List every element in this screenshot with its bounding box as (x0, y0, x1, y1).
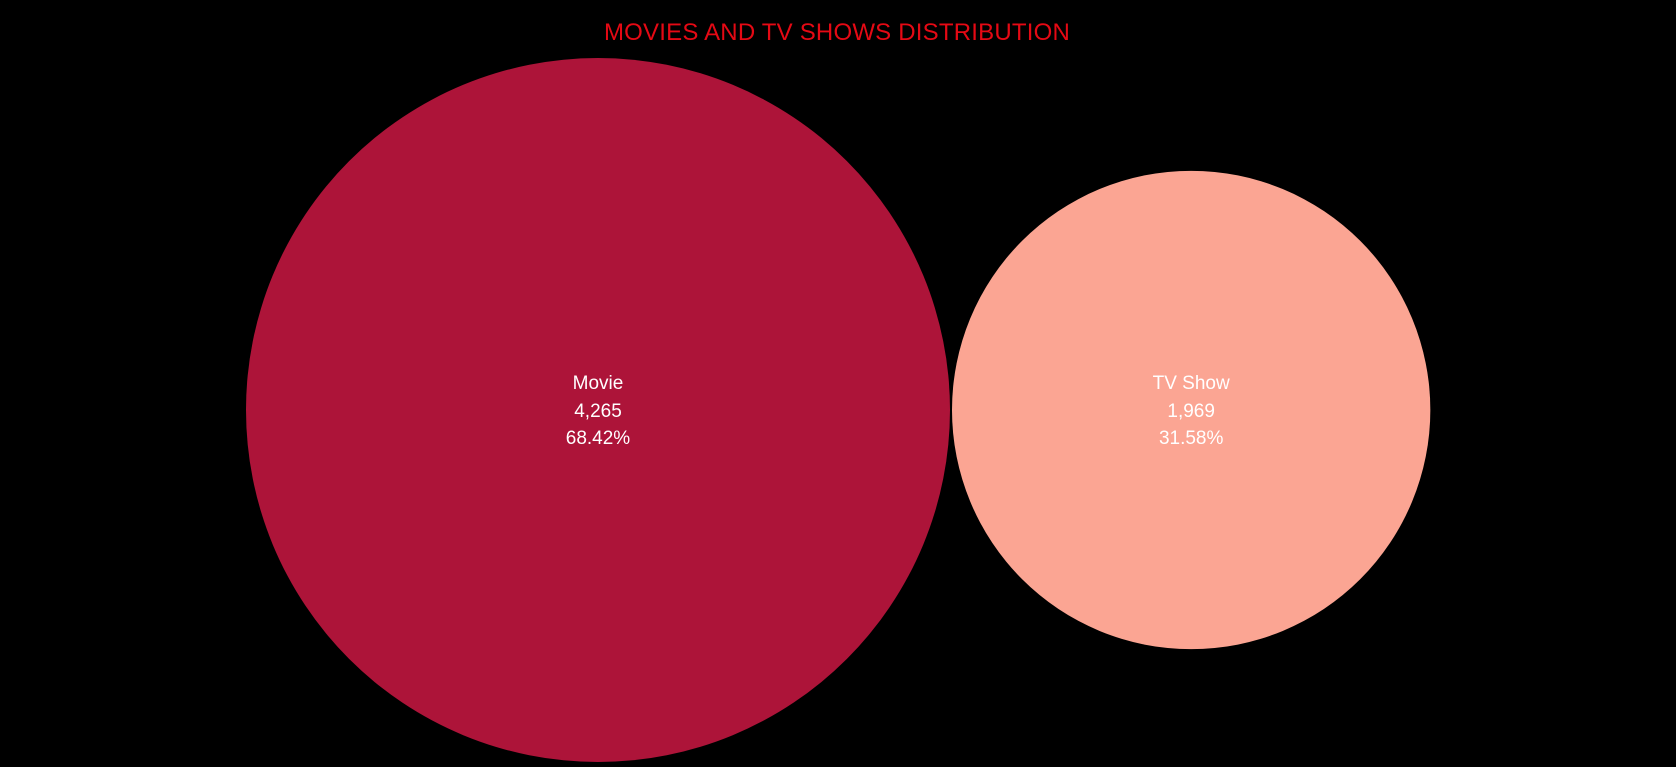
chart-title: MOVIES AND TV SHOWS DISTRIBUTION (604, 19, 1070, 46)
labels-layer: Movie 4,265 68.42% TV Show 1,969 31.58% (566, 373, 1230, 449)
bubbles-layer (246, 58, 1431, 762)
bubble-movie[interactable] (246, 58, 950, 762)
bubble-percent-label-tv-show: 31.58% (1159, 428, 1224, 449)
bubble-value-label-tv-show: 1,969 (1167, 401, 1215, 422)
bubble-percent-label-movie: 68.42% (566, 428, 631, 449)
bubble-value-label-movie: 4,265 (574, 401, 622, 422)
bubble-category-label-movie: Movie (573, 373, 624, 394)
bubble-tv-show[interactable] (951, 170, 1431, 650)
bubble-category-label-tv-show: TV Show (1153, 373, 1230, 394)
